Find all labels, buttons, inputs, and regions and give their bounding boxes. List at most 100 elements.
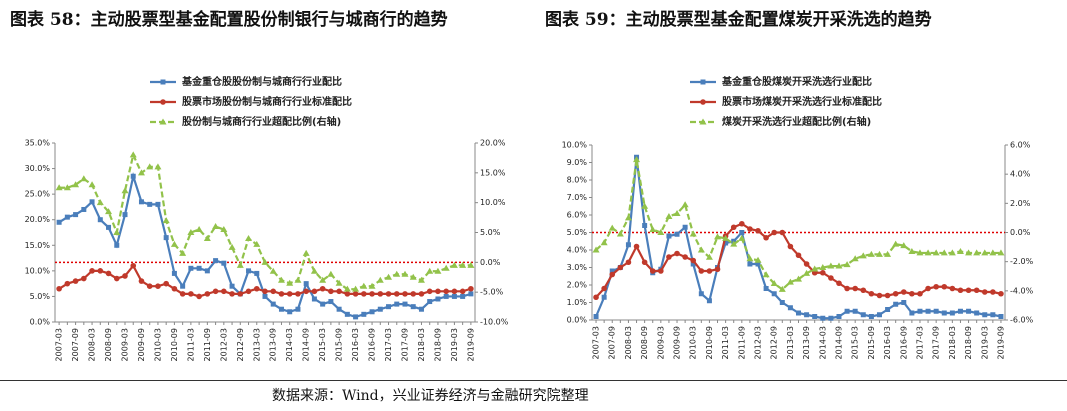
y-tick-label: 5.0% <box>30 292 51 301</box>
data-point <box>130 262 137 269</box>
y-tick-label: 35.0% <box>25 139 51 148</box>
data-point <box>170 240 178 247</box>
data-point <box>990 289 996 295</box>
y-tick-label: 2.0% <box>567 281 588 290</box>
data-point <box>723 240 729 246</box>
y2-tick-label: 0.0% <box>1010 228 1031 237</box>
data-point <box>852 308 858 314</box>
data-point <box>468 291 474 297</box>
data-point <box>609 268 615 274</box>
data-point <box>875 250 883 257</box>
data-point <box>377 291 384 297</box>
data-point <box>335 279 343 286</box>
series-line <box>595 159 1001 291</box>
y-tick-label: 15.0% <box>25 241 51 250</box>
y-tick-label: 25.0% <box>25 190 51 199</box>
data-point <box>860 287 867 294</box>
data-point <box>344 291 351 297</box>
data-point <box>892 290 899 297</box>
data-point <box>593 294 599 301</box>
data-point <box>981 249 989 256</box>
chart-title: 图表 58：主动股票型基金配置股份制银行与城商行的趋势 <box>10 10 448 30</box>
data-point <box>820 315 826 321</box>
data-point <box>394 301 400 307</box>
data-point <box>601 285 607 292</box>
series-line <box>595 222 1002 298</box>
data-point <box>106 224 112 230</box>
data-point <box>714 266 721 273</box>
x-tick-label: 2014-03 <box>818 326 827 359</box>
data-point <box>81 206 87 212</box>
data-point <box>277 276 285 283</box>
data-point <box>973 249 981 256</box>
data-point <box>336 288 342 295</box>
y-tick-label: 0.0% <box>567 316 588 325</box>
data-point <box>113 275 120 282</box>
legend-marker <box>160 99 166 105</box>
x-tick-label: 2013-03 <box>252 328 261 361</box>
x-tick-label: 2012-03 <box>754 326 763 359</box>
data-point <box>787 243 794 250</box>
data-point <box>754 256 762 263</box>
data-point <box>949 310 955 316</box>
data-point <box>755 227 761 234</box>
data-point <box>310 267 318 274</box>
y-tick-label: 30.0% <box>25 164 51 173</box>
data-point <box>344 311 350 317</box>
data-point <box>377 306 383 312</box>
data-point <box>714 233 722 240</box>
data-point <box>844 308 850 314</box>
data-point <box>966 308 972 314</box>
data-point <box>155 283 161 290</box>
legend-marker <box>159 118 167 125</box>
data-point <box>690 261 696 267</box>
data-point <box>352 291 359 297</box>
data-point <box>998 290 1004 297</box>
data-point <box>787 305 793 311</box>
data-point <box>698 291 704 297</box>
data-point <box>819 269 826 276</box>
data-point <box>933 308 939 314</box>
data-point <box>64 280 71 287</box>
legend-marker <box>699 118 707 125</box>
data-point <box>253 240 261 247</box>
data-point <box>666 233 672 239</box>
data-point <box>426 267 434 274</box>
data-point <box>56 219 62 225</box>
data-point <box>89 268 95 274</box>
data-point <box>385 273 393 280</box>
data-point <box>138 199 144 205</box>
charts: 0.0% 5.0% 10.0% 15.0% 20.0% 25.0% 30.0% 35.0% -1… <box>25 75 1034 361</box>
y2-tick-label: -6.0% <box>1010 316 1034 325</box>
data-point <box>941 310 947 316</box>
y2-tick-label: 5.0% <box>480 228 501 237</box>
data-point <box>778 285 786 292</box>
legend-label: 股票市场煤炭开采洗选行业标准配比 <box>722 95 882 108</box>
data-point <box>393 291 400 297</box>
data-point <box>722 234 730 241</box>
data-point <box>369 309 375 315</box>
data-point <box>956 247 964 254</box>
x-tick-label: 2018-03 <box>948 326 957 359</box>
data-point <box>246 268 252 274</box>
data-point <box>187 229 195 235</box>
data-point <box>468 285 474 292</box>
data-point <box>113 229 121 235</box>
x-tick-label: 2016-09 <box>368 328 377 361</box>
data-point <box>633 243 640 250</box>
data-point <box>270 288 277 295</box>
y-tick-label: 5.0% <box>567 228 588 237</box>
x-tick-label: 2018-09 <box>964 326 973 359</box>
data-point <box>64 214 70 220</box>
x-tick-label: 2019-03 <box>980 326 989 359</box>
data-point <box>56 285 62 292</box>
y-tick-label: 7.0% <box>567 193 588 202</box>
data-point <box>673 210 681 217</box>
y2-tick-label: -2.0% <box>1010 257 1034 266</box>
data-point <box>361 311 367 317</box>
data-point <box>909 310 915 316</box>
data-point <box>949 285 956 292</box>
data-point <box>876 312 882 318</box>
data-point <box>593 314 599 319</box>
